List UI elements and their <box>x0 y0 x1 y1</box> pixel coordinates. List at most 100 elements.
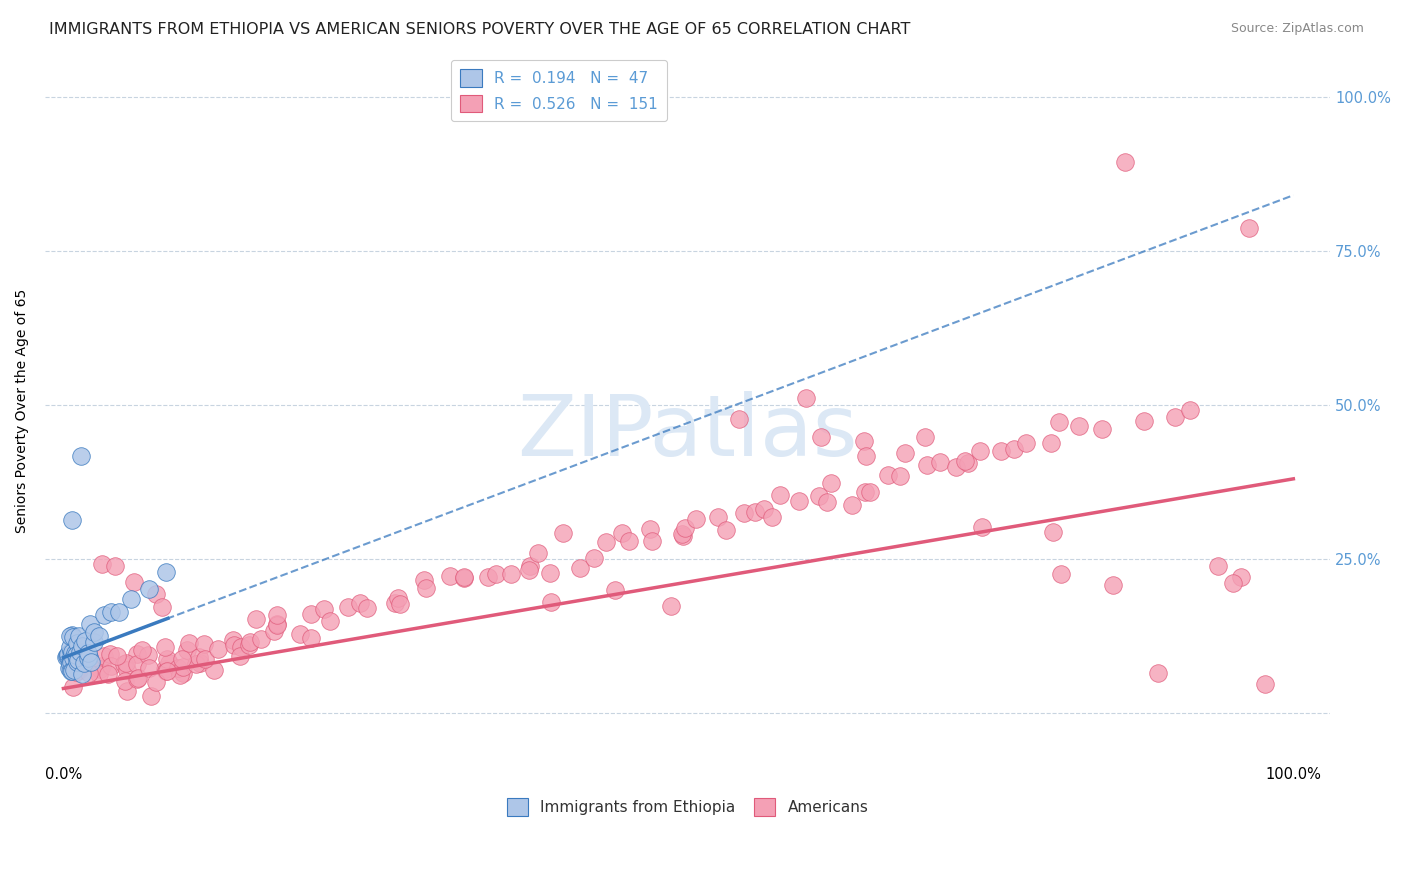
Point <box>250 632 273 647</box>
Point <box>1239 220 1261 235</box>
Point <box>65 648 87 663</box>
Point <box>65 665 87 679</box>
Point <box>179 636 201 650</box>
Point <box>115 656 138 670</box>
Point <box>59 640 82 655</box>
Point <box>62 680 84 694</box>
Point <box>245 612 267 626</box>
Point <box>266 607 288 622</box>
Point <box>222 632 245 647</box>
Point <box>929 455 952 469</box>
Point <box>853 434 876 448</box>
Point <box>59 657 82 672</box>
Point <box>176 643 198 657</box>
Point <box>100 606 122 620</box>
Point <box>453 571 475 585</box>
Point <box>1206 559 1229 574</box>
Point <box>1049 567 1071 582</box>
Point <box>138 661 160 675</box>
Point <box>93 649 115 664</box>
Point <box>156 652 179 666</box>
Point <box>877 467 900 482</box>
Point <box>170 652 193 666</box>
Point <box>56 648 79 663</box>
Point <box>659 599 682 613</box>
Point <box>1222 575 1244 590</box>
Point <box>90 659 112 673</box>
Point <box>956 457 979 471</box>
Point <box>299 631 322 645</box>
Point <box>79 653 101 667</box>
Point <box>915 458 938 472</box>
Text: Source: ZipAtlas.com: Source: ZipAtlas.com <box>1230 22 1364 36</box>
Point <box>66 653 89 667</box>
Point <box>619 533 641 548</box>
Point <box>124 574 146 589</box>
Point <box>1230 570 1253 584</box>
Point <box>150 599 173 614</box>
Point <box>145 587 167 601</box>
Y-axis label: Seniors Poverty Over the Age of 65: Seniors Poverty Over the Age of 65 <box>15 289 30 533</box>
Point <box>79 616 101 631</box>
Point <box>125 647 148 661</box>
Point <box>1114 155 1136 169</box>
Point <box>207 641 229 656</box>
Point <box>77 650 100 665</box>
Point <box>583 550 606 565</box>
Point <box>519 559 541 574</box>
Point <box>914 429 936 443</box>
Point <box>97 667 120 681</box>
Point <box>117 663 139 677</box>
Point <box>540 595 562 609</box>
Point <box>953 453 976 467</box>
Point <box>568 561 591 575</box>
Point <box>349 596 371 610</box>
Point <box>841 498 863 512</box>
Point <box>72 640 94 654</box>
Point <box>56 649 79 664</box>
Point <box>73 634 96 648</box>
Point <box>104 559 127 574</box>
Point <box>194 652 217 666</box>
Point <box>60 645 83 659</box>
Point <box>387 591 409 605</box>
Point <box>413 573 436 587</box>
Point <box>202 663 225 677</box>
Point <box>610 526 633 541</box>
Point <box>290 627 312 641</box>
Point <box>77 666 100 681</box>
Point <box>193 637 215 651</box>
Point <box>184 657 207 671</box>
Point <box>439 569 461 583</box>
Point <box>66 638 89 652</box>
Point <box>299 607 322 621</box>
Point <box>91 557 114 571</box>
Point <box>60 628 83 642</box>
Point <box>312 602 335 616</box>
Point <box>266 618 288 632</box>
Point <box>761 510 783 524</box>
Point <box>108 605 131 619</box>
Point <box>115 684 138 698</box>
Point <box>125 657 148 672</box>
Point <box>1133 414 1156 428</box>
Point <box>415 582 437 596</box>
Point <box>859 484 882 499</box>
Point <box>266 617 288 632</box>
Point <box>89 662 111 676</box>
Point <box>141 689 163 703</box>
Point <box>145 675 167 690</box>
Point <box>105 649 128 664</box>
Point <box>169 668 191 682</box>
Point <box>127 672 149 686</box>
Point <box>815 494 838 508</box>
Point <box>156 665 179 679</box>
Point <box>77 650 100 665</box>
Point <box>153 662 176 676</box>
Point <box>67 663 90 677</box>
Point <box>319 614 342 628</box>
Point <box>238 638 260 652</box>
Point <box>188 649 211 664</box>
Point <box>83 635 105 649</box>
Point <box>1101 578 1123 592</box>
